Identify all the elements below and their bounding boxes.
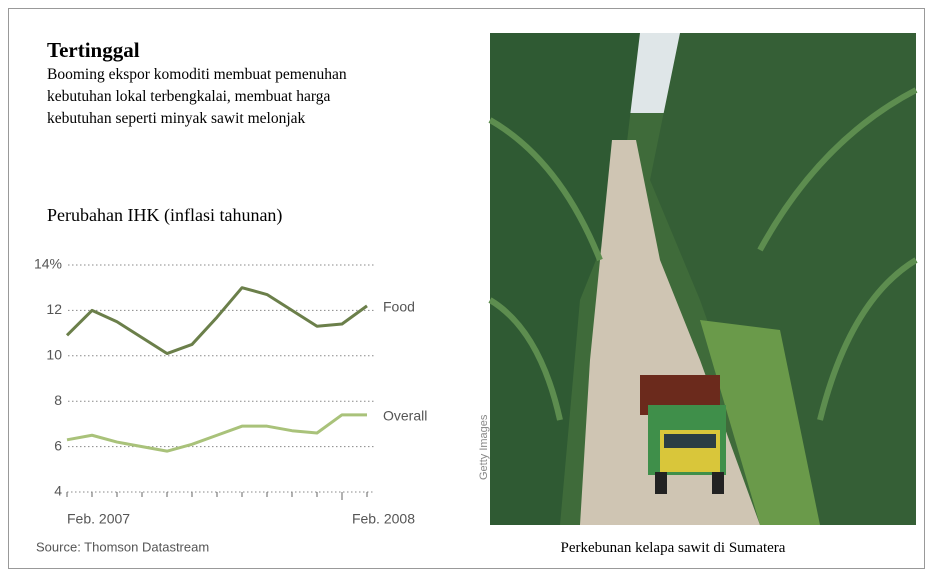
- chart-title: Perubahan IHK (inflasi tahunan): [47, 205, 283, 225]
- y-tick-label: 10: [46, 347, 62, 363]
- series-line: [65, 286, 368, 356]
- x-tick-label: Feb. 2007: [67, 511, 130, 527]
- title: Tertinggal: [47, 38, 140, 62]
- photo: [488, 33, 918, 525]
- y-tick-label: 6: [54, 437, 62, 453]
- source: Source: Thomson Datastream: [36, 539, 209, 554]
- frame: [8, 8, 925, 569]
- photo-caption: Perkebunan kelapa sawit di Sumatera: [560, 540, 786, 556]
- y-tick-label: 4: [54, 483, 62, 499]
- series-line: [66, 413, 367, 453]
- photo-credit: Getty Images: [478, 414, 490, 480]
- series-label: Overall: [383, 408, 427, 424]
- series-label: Food: [383, 299, 415, 315]
- y-tick-label: 14%: [34, 256, 62, 272]
- subtitle: Booming ekspor komoditi membuat pemenuha…: [47, 66, 347, 127]
- x-tick-label: Feb. 2008: [352, 511, 415, 527]
- y-tick-label: 12: [46, 301, 62, 317]
- y-tick-label: 8: [54, 392, 62, 408]
